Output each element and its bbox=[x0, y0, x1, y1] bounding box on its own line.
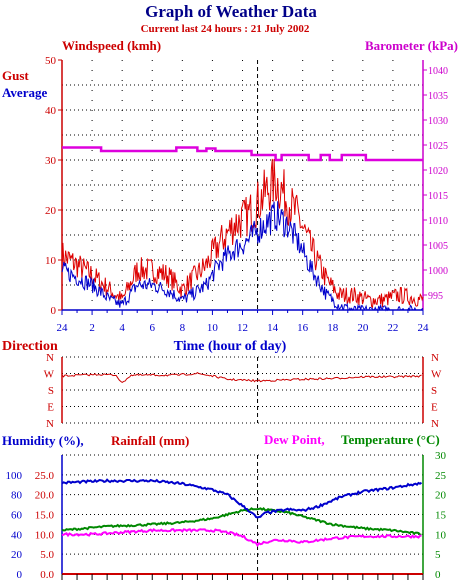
wind-ytick-right: 1005 bbox=[428, 241, 448, 252]
direction-ytick-left: W bbox=[44, 369, 55, 381]
humidity-ytick: 20 bbox=[11, 549, 23, 561]
direction-series-line bbox=[61, 371, 422, 384]
wind-xtick: 12 bbox=[237, 322, 248, 334]
wind-ylabel-left: Windspeed (kmh) bbox=[62, 38, 161, 53]
legend-gust: Gust bbox=[2, 68, 29, 83]
direction-ytick-left: N bbox=[46, 352, 54, 364]
temp-ytick: 0 bbox=[435, 569, 441, 581]
wind-ytick-right: 1040 bbox=[428, 66, 448, 77]
wind-ytick-right: 995 bbox=[428, 291, 443, 302]
wind-ytick-right: 1020 bbox=[428, 166, 448, 177]
wind-xtick: 4 bbox=[119, 322, 125, 334]
wind-xtick: 24 bbox=[57, 322, 69, 334]
wind-xtick: 6 bbox=[150, 322, 156, 334]
rainfall-ytick: 25.0 bbox=[35, 470, 55, 482]
wind-ytick-right: 1000 bbox=[428, 266, 448, 277]
average-series-line bbox=[61, 201, 424, 312]
wind-ytick-right: 1025 bbox=[428, 141, 448, 152]
wind-ytick-left: 10 bbox=[45, 255, 57, 267]
dewpoint-series-line bbox=[61, 528, 422, 548]
direction-ytick-left: E bbox=[47, 402, 54, 414]
wind-xtick: 16 bbox=[297, 322, 309, 334]
wind-xtick: 10 bbox=[207, 322, 219, 334]
temperature-series-line bbox=[61, 507, 422, 536]
direction-ytick-right: E bbox=[431, 402, 438, 414]
page-title: Graph of Weather Data bbox=[145, 2, 317, 21]
dewpoint-label: Dew Point, bbox=[264, 432, 325, 447]
temp-ytick: 30 bbox=[435, 450, 447, 462]
wind-ytick-right: 1035 bbox=[428, 91, 448, 102]
direction-ytick-right: N bbox=[431, 418, 439, 430]
humidity-ytick: 0 bbox=[17, 569, 23, 581]
rainfall-ytick: 20.0 bbox=[35, 490, 55, 502]
direction-ytick-left: S bbox=[48, 385, 54, 397]
rainfall-ytick: 5.0 bbox=[40, 549, 54, 561]
wind-xtick: 22 bbox=[387, 322, 398, 334]
wind-xtick: 2 bbox=[89, 322, 95, 334]
wind-ytick-left: 20 bbox=[45, 205, 57, 217]
direction-ytick-right: W bbox=[431, 369, 442, 381]
wind-ytick-left: 40 bbox=[45, 105, 57, 117]
wind-xtick: 18 bbox=[327, 322, 339, 334]
wind-ytick-left: 0 bbox=[51, 305, 57, 317]
wind-ylabel-right: Barometer (kPa) bbox=[365, 38, 458, 53]
legend-average: Average bbox=[2, 85, 47, 100]
direction-ytick-right: S bbox=[431, 385, 437, 397]
wind-ytick-right: 1010 bbox=[428, 216, 448, 227]
rainfall-ytick: 10.0 bbox=[35, 529, 55, 541]
direction-ytick-left: N bbox=[46, 418, 54, 430]
wind-ytick-left: 50 bbox=[45, 55, 57, 67]
rainfall-ytick: 15.0 bbox=[35, 510, 55, 522]
temp-ytick: 25 bbox=[435, 470, 447, 482]
humidity-label: Humidity (%), bbox=[2, 433, 84, 448]
humidity-ytick: 100 bbox=[6, 470, 23, 482]
wind-ytick-right: 1030 bbox=[428, 116, 448, 127]
humidity-series-line bbox=[61, 478, 423, 519]
gust-series-line bbox=[61, 158, 424, 309]
temp-ytick: 20 bbox=[435, 490, 447, 502]
humidity-ytick: 60 bbox=[11, 510, 23, 522]
wind-xtick: 8 bbox=[180, 322, 186, 334]
wind-xlabel: Time (hour of day) bbox=[174, 339, 287, 354]
barometer-series-line bbox=[62, 146, 423, 162]
humidity-ytick: 80 bbox=[11, 490, 23, 502]
wind-xtick: 20 bbox=[357, 322, 369, 334]
wind-xtick: 24 bbox=[418, 322, 430, 334]
wind-ytick-left: 30 bbox=[45, 155, 57, 167]
humidity-ytick: 40 bbox=[11, 529, 23, 541]
temperature-label: Temperature (°C) bbox=[341, 432, 440, 447]
rainfall-ytick: 0.0 bbox=[40, 569, 54, 581]
rainfall-label: Rainfall (mm) bbox=[111, 433, 189, 448]
temp-ytick: 5 bbox=[435, 549, 441, 561]
wind-xtick: 14 bbox=[267, 322, 279, 334]
page-subtitle: Current last 24 hours : 21 July 2002 bbox=[141, 23, 310, 35]
direction-ylabel: Direction bbox=[2, 339, 58, 354]
temp-ytick: 15 bbox=[435, 510, 447, 522]
wind-ytick-right: 1015 bbox=[428, 191, 448, 202]
direction-ytick-right: N bbox=[431, 352, 439, 364]
temp-ytick: 10 bbox=[435, 529, 447, 541]
